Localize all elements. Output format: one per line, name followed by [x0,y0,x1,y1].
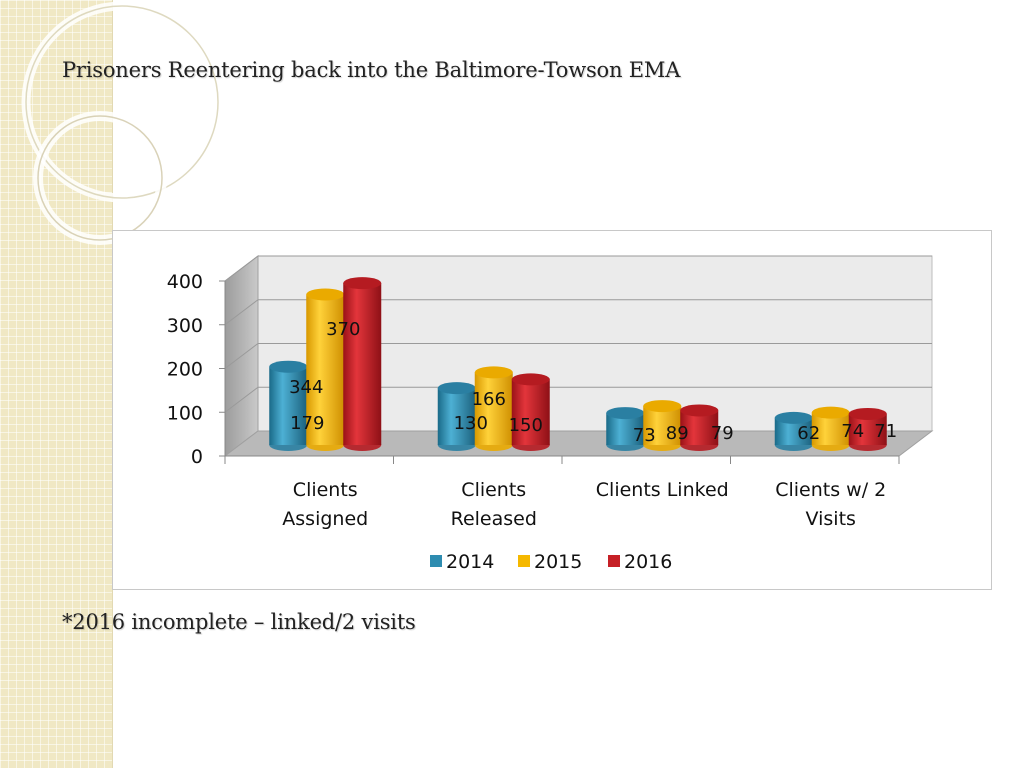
bar-top [343,277,382,290]
footnote: *2016 incomplete – linked/2 visits [62,610,416,634]
bar-body [437,388,476,445]
bar-chart: 0 100 200 300 400 Clients Assigned Clients Relea… [167,254,934,573]
bar-2016 [343,277,382,451]
legend-swatch [430,555,442,567]
bar-2015 [306,288,345,451]
bar-top [848,407,887,420]
decorative-rings [21,1,223,245]
data-label: 79 [711,423,734,444]
bar-top [437,382,476,395]
legend-swatch [518,555,530,567]
category-label: Clients [461,479,526,501]
data-label: 166 [472,389,506,410]
bar-body [343,283,382,445]
bar-2014 [774,411,813,451]
y-tick-label: 300 [167,315,203,337]
bar-top [511,373,550,386]
data-label: 344 [289,377,323,398]
bar-2015 [474,366,513,451]
bar-top [306,288,345,301]
data-label: 74 [841,421,864,442]
chart-frame: 0 100 200 300 400 Clients Assigned Clients Relea… [112,230,992,590]
bar-body [511,379,550,445]
bar-top [269,360,308,373]
data-label: 179 [290,413,324,434]
bar-2015 [643,400,682,451]
bar-top [606,407,645,420]
data-label: 130 [454,413,488,434]
category-label: Assigned [282,508,368,530]
bar-2016 [511,373,550,451]
data-label: 73 [633,425,656,446]
legend-label: 2014 [446,551,494,573]
y-tick-label: 200 [167,359,203,381]
gridline-side [224,255,259,282]
bar-2014 [606,407,645,451]
category-label: Released [451,508,537,530]
y-tick-label: 0 [191,446,203,468]
gridline-side [224,343,259,369]
legend-label: 2015 [534,551,582,573]
bar-2014 [437,382,476,451]
category-label: Clients w/ 2 [775,479,886,501]
data-label: 62 [797,423,820,444]
category-label: Visits [806,508,856,530]
gridline-side [224,299,259,326]
bar-body [643,406,682,445]
y-tick-label: 100 [167,402,203,424]
bar-body [306,294,345,445]
bar-top [643,400,682,413]
y-tick-label: 400 [167,271,203,293]
data-label: 89 [666,423,689,444]
data-label: 71 [874,421,897,442]
bar-body [269,366,308,445]
category-label: Clients [293,479,358,501]
legend-label: 2016 [624,551,672,573]
bar-2016 [680,404,719,451]
bar-body [474,372,513,445]
bar-2015 [811,406,850,451]
bar-2016 [848,407,887,451]
data-label: 150 [509,415,543,436]
bar-top [811,406,850,419]
bar-top [474,366,513,379]
slide-title: Prisoners Reentering back into the Balti… [62,58,681,82]
data-label: 370 [326,319,360,340]
gridline-side [224,386,259,413]
legend-swatch [608,555,620,567]
bar-top [774,411,813,424]
bar-top [680,404,719,417]
category-label: Clients Linked [596,479,729,501]
bar-2014 [269,360,308,451]
